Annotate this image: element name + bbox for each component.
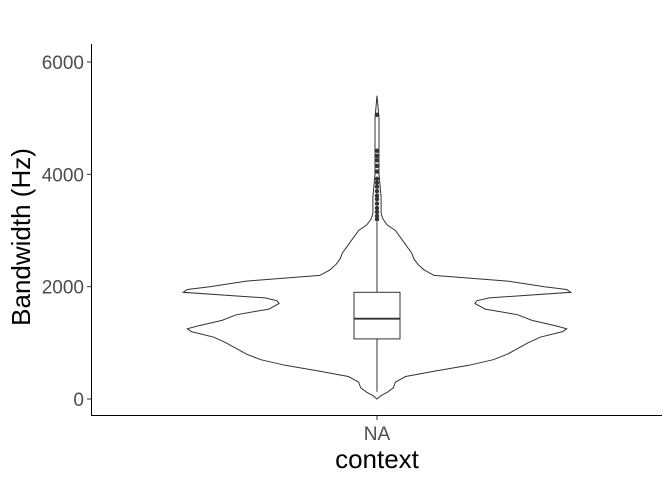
outlier-point [375, 164, 379, 168]
boxplot-box [354, 292, 400, 339]
y-axis-ticks: 0 2000 4000 6000 [42, 53, 92, 411]
outlier-point [375, 206, 379, 210]
outlier-point [375, 193, 379, 197]
outlier-point [375, 214, 379, 218]
plot-area [183, 96, 571, 399]
x-axis-title: context [335, 444, 420, 474]
outlier-point [375, 154, 379, 158]
x-tick-label-NA: NA [364, 424, 391, 445]
outlier-point [375, 169, 379, 173]
outlier-point [375, 158, 379, 162]
outlier-point [375, 177, 379, 181]
outlier-point [375, 113, 379, 117]
y-tick-label: 6000 [42, 53, 84, 74]
y-tick-label: 0 [73, 390, 84, 411]
outlier-point [375, 201, 379, 205]
outlier-point [375, 189, 379, 193]
outlier-point [375, 210, 379, 214]
outlier-point [375, 181, 379, 185]
outlier-point [375, 184, 379, 188]
y-tick-label: 2000 [42, 278, 84, 299]
outlier-point [375, 149, 379, 153]
y-tick-label: 4000 [42, 165, 84, 186]
y-axis-title: Bandwidth (Hz) [6, 148, 36, 326]
